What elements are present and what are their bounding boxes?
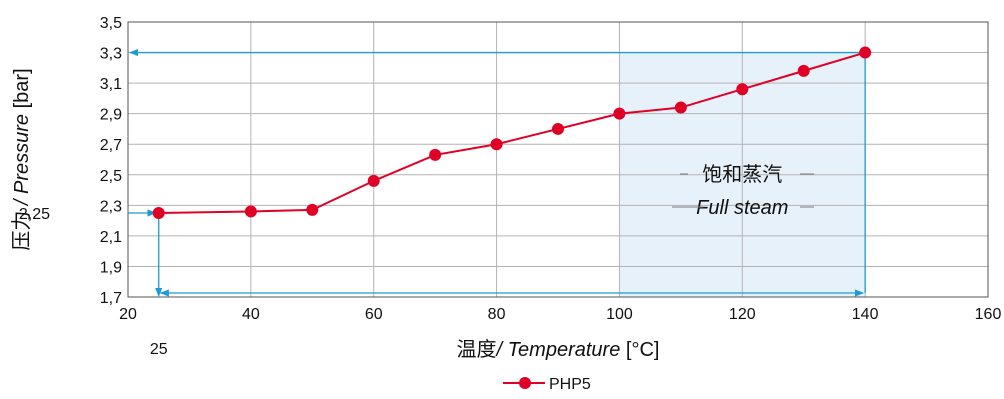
x-tick-label: 80 — [488, 306, 506, 323]
x-tick-label: 100 — [606, 306, 633, 323]
y-tick-label: 2,7 — [100, 137, 122, 154]
x-axis-title-cn: 温度 — [457, 338, 497, 361]
x-tick-label: 160 — [975, 306, 1002, 323]
y-axis-title-unit: [bar] — [11, 68, 33, 114]
region-label-layer: 饱和蒸汽 Full steam — [672, 163, 814, 219]
series-point — [367, 174, 380, 187]
y-tick-label: 3,3 — [100, 46, 122, 63]
legend: PHP5 — [503, 376, 591, 393]
guide-start-x-label: 25 — [150, 341, 168, 358]
series-point — [152, 206, 165, 219]
y-tick-label: 2,5 — [100, 168, 122, 185]
plot-frame — [127, 21, 989, 298]
series-line — [158, 51, 866, 214]
series-point — [736, 83, 749, 96]
series-point — [490, 138, 503, 151]
region-label-en: Full steam — [696, 197, 788, 219]
y-axis-title-cn: 压力 — [10, 211, 33, 251]
region-label-cn: 饱和蒸汽 — [702, 163, 782, 186]
y-axis-title-en: / Pressure — [11, 114, 33, 211]
x-tick-label: 120 — [729, 306, 756, 323]
series-point — [797, 64, 810, 77]
series-point — [859, 46, 872, 59]
series-point — [613, 107, 626, 120]
series-point — [552, 122, 564, 135]
x-axis-title-en: / Temperature — [495, 339, 621, 361]
legend-swatch-marker — [519, 377, 531, 389]
series-point — [429, 148, 442, 161]
x-tick-label: 20 — [119, 306, 137, 323]
x-tick-label: 60 — [365, 306, 383, 323]
y-tick-label: 1,9 — [100, 259, 122, 276]
y-tick-label: 3,1 — [100, 76, 122, 93]
x-tick-label: 140 — [852, 306, 879, 323]
y-tick-label: 1,7 — [100, 290, 122, 307]
series-point — [674, 101, 687, 114]
guides-layer — [128, 48, 866, 297]
y-axis-title: 压力 / Pressure [bar] — [10, 68, 33, 250]
x-tick-label: 40 — [242, 306, 260, 323]
series-point — [244, 205, 257, 218]
y-tick-label: 2,9 — [100, 107, 122, 124]
series-layer — [152, 46, 872, 219]
y-tick-label: 2,1 — [100, 229, 122, 246]
x-axis-title: 温度/ Temperature [°C] — [457, 338, 660, 361]
legend-label: PHP5 — [549, 376, 591, 393]
guide-start-y-label: 2,25 — [19, 206, 50, 223]
tick-labels-layer: 20 40 60 80 100 120 140 160 1,7 1,9 2,1 2,3 2,5 2,7 2,… — [19, 15, 1002, 358]
x-axis-title-unit: [°C] — [626, 339, 660, 361]
grid-layer — [127, 21, 989, 298]
series-point — [306, 203, 319, 216]
y-tick-label: 2,3 — [100, 198, 122, 215]
y-tick-label: 3,5 — [100, 15, 122, 32]
